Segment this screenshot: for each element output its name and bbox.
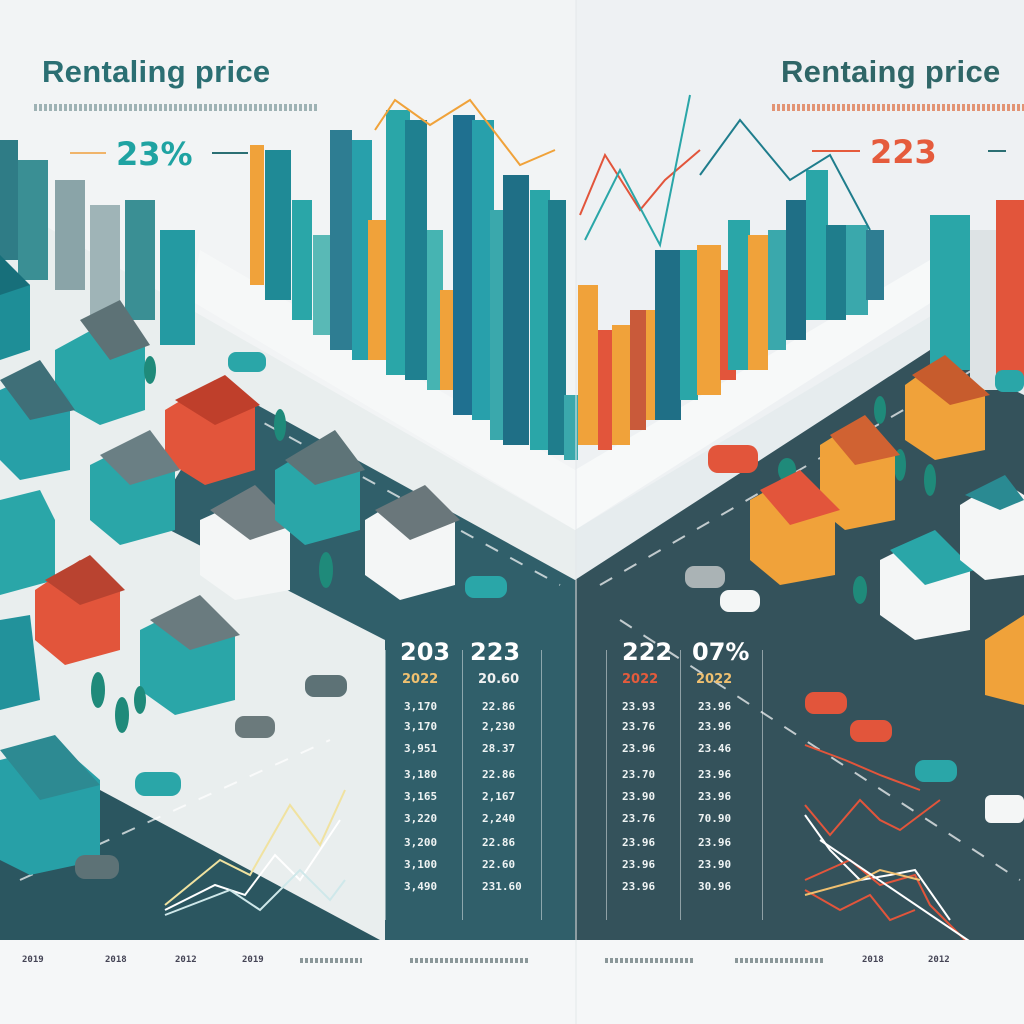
right-subtitle-text (772, 104, 1024, 111)
left-big-stat: 23% (116, 135, 193, 173)
footer-band (0, 940, 1024, 1024)
right-title: Rentaing price (781, 54, 1001, 89)
footer-year-3: 2012 (175, 955, 197, 965)
left-title: Rentaling price (42, 54, 271, 89)
right-table-col2-cell: 23.96 (698, 700, 732, 713)
left-table-col1-cell: 3,180 (404, 768, 438, 781)
footer-year-6: 2012 (928, 955, 950, 965)
left-houses (0, 255, 460, 875)
left-table-col2-cell: 2,240 (482, 812, 516, 825)
right-table-col1-cell: 23.96 (622, 858, 656, 871)
footer-text-2 (410, 958, 528, 963)
right-big-stat: 223 (870, 133, 937, 171)
right-table-divider-3 (762, 650, 763, 920)
left-table-divider-2 (462, 650, 463, 920)
right-table-col2-cell: 23.96 (698, 790, 732, 803)
right-table-divider-1 (606, 650, 607, 920)
left-table-header-2: 223 (470, 638, 521, 666)
left-table-col2-cell: 2,230 (482, 720, 516, 733)
left-table-col2-cell: 22.86 (482, 700, 516, 713)
left-table-col1-cell: 3,220 (404, 812, 438, 825)
left-table-col1-cell: 3,490 (404, 880, 438, 893)
right-table-col1-cell: 23.96 (622, 742, 656, 755)
right-table-col2-cell: 23.46 (698, 742, 732, 755)
right-bottom-chart (804, 744, 976, 946)
right-table-col2-cell: 23.96 (698, 720, 732, 733)
right-table-col1-cell: 23.96 (622, 836, 656, 849)
footer-text-1 (300, 958, 362, 963)
left-table-col2-cell: 28.37 (482, 742, 516, 755)
left-table-col1-cell: 3,200 (404, 836, 438, 849)
left-table-col2-cell: 22.60 (482, 858, 516, 871)
left-bars-back (0, 140, 195, 345)
left-table-divider-1 (385, 650, 386, 920)
right-table-col1-cell: 23.93 (622, 700, 656, 713)
right-table-header-2: 07% (692, 638, 750, 666)
right-table-col2-cell: 23.90 (698, 858, 732, 871)
footer-text-3 (605, 958, 693, 963)
right-table-col2-cell: 23.96 (698, 768, 732, 781)
right-sidewalk (575, 260, 935, 530)
right-table-header-1: 222 (622, 638, 673, 666)
right-table-col2-cell: 30.96 (698, 880, 732, 893)
right-stat-line-2 (988, 150, 1006, 152)
right-table-subheader-1: 2022 (622, 672, 659, 687)
right-table-col2-cell: 70.90 (698, 812, 732, 825)
right-table-col1-cell: 23.70 (622, 768, 656, 781)
left-table-col1-cell: 3,170 (404, 720, 438, 733)
right-table-divider-2 (680, 650, 681, 920)
right-table-col2-cell: 23.96 (698, 836, 732, 849)
left-table-subheader-1: 2022 (402, 672, 439, 687)
left-table-col2-cell: 231.60 (482, 880, 522, 893)
left-table-col1-cell: 3,165 (404, 790, 438, 803)
left-table-col1-cell: 3,170 (404, 700, 438, 713)
left-table-divider-3 (541, 650, 542, 920)
left-bottom-chart (164, 789, 346, 916)
right-central-road (575, 350, 1024, 940)
left-table-col2-cell: 22.86 (482, 768, 516, 781)
footer-text-4 (735, 958, 825, 963)
left-subtitle-text (34, 104, 318, 111)
right-table-col1-cell: 23.76 (622, 720, 656, 733)
footer-year-1: 2019 (22, 955, 44, 965)
left-table-subheader-2: 20.60 (478, 672, 520, 687)
left-table-col2-cell: 22.86 (482, 836, 516, 849)
center-bars-right (578, 170, 1024, 450)
left-table-header-1: 203 (400, 638, 451, 666)
left-table-col1-cell: 3,951 (404, 742, 438, 755)
right-table-subheader-2: 2022 (696, 672, 733, 687)
center-bars-left (250, 110, 578, 460)
left-table-col1-cell: 3,100 (404, 858, 438, 871)
left-stat-line (70, 152, 106, 154)
right-table-col1-cell: 23.76 (622, 812, 656, 825)
footer-year-4: 2019 (242, 955, 264, 965)
left-table-col2-cell: 2,167 (482, 790, 516, 803)
right-trend-line-red (579, 149, 701, 216)
right-houses (750, 355, 1024, 705)
right-trend-line-teal (584, 94, 691, 248)
right-table-col1-cell: 23.90 (622, 790, 656, 803)
cars (75, 352, 1024, 879)
right-trend-line-teal2 (699, 118, 871, 231)
left-sidewalk (190, 250, 575, 530)
footer-year-5: 2018 (862, 955, 884, 965)
right-stat-line (812, 150, 860, 152)
left-trend-line (374, 98, 556, 167)
left-stat-line-2 (212, 152, 248, 154)
right-table-col1-cell: 23.96 (622, 880, 656, 893)
footer-year-2: 2018 (105, 955, 127, 965)
